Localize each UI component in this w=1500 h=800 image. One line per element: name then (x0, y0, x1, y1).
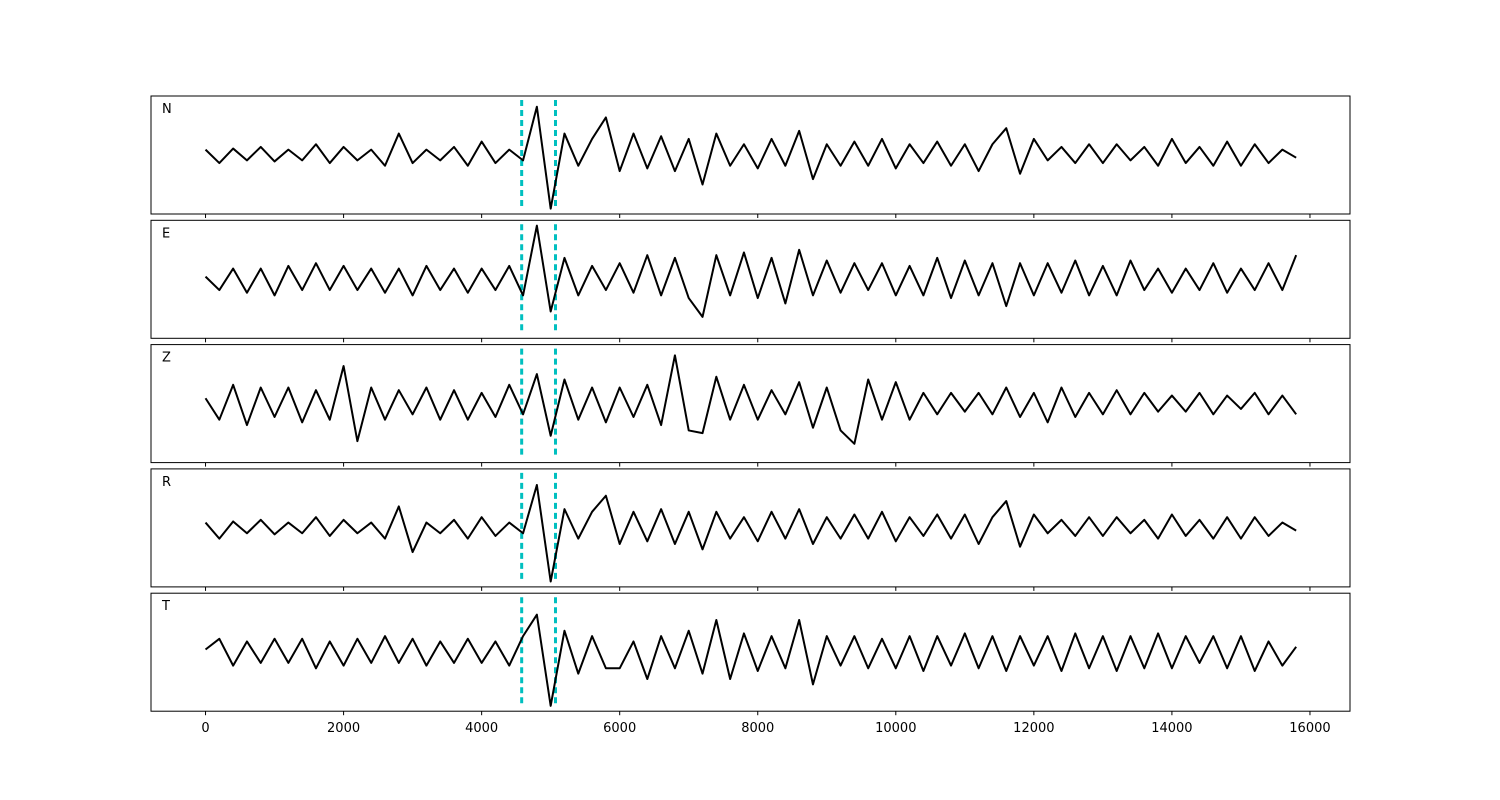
trace (204, 354, 1297, 445)
panel-label: Z (162, 351, 171, 366)
x-tick-label: 2000 (327, 721, 360, 736)
x-tick-label: 4000 (465, 721, 498, 736)
x-tick-label: 0 (201, 721, 209, 736)
panel-label: R (162, 475, 171, 490)
axes-frame (150, 592, 1351, 712)
trace (204, 224, 1298, 318)
trace (204, 483, 1297, 583)
x-tick-label: 14000 (1151, 721, 1192, 736)
panel-label: E (162, 226, 170, 241)
x-tick-label: 16000 (1289, 721, 1330, 736)
axes-frame (150, 344, 1351, 464)
axes-frame (150, 95, 1351, 215)
x-tick-label: 12000 (1013, 721, 1054, 736)
trace (204, 613, 1297, 707)
axes-frame (150, 468, 1351, 588)
trace (204, 105, 1297, 210)
x-tick-label: 8000 (741, 721, 774, 736)
panel-label: T (161, 599, 170, 614)
x-tick-label: 6000 (603, 721, 636, 736)
panel-label: N (162, 102, 172, 117)
x-tick-label: 10000 (875, 721, 916, 736)
axes-frame (150, 219, 1351, 339)
